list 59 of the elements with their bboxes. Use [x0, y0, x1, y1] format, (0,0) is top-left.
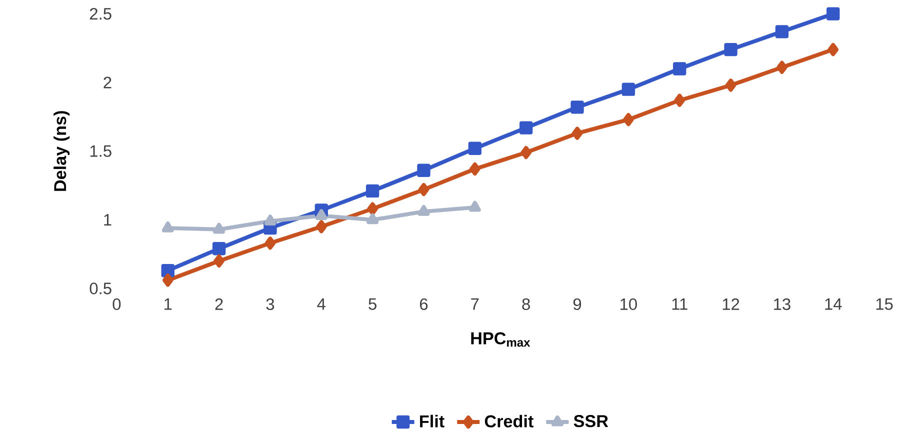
x-tick-label: 9: [573, 298, 582, 310]
point: [468, 142, 482, 156]
x-axis-title: HPC$_{max}$: [471, 332, 530, 347]
point: [162, 274, 174, 288]
x-tick-label: 6: [420, 298, 428, 310]
point: [724, 43, 738, 56]
x-tick-label: 15: [876, 298, 893, 310]
point: [572, 126, 583, 140]
x-tick-label: 0: [112, 298, 121, 310]
point: [622, 113, 634, 126]
point: [315, 209, 328, 220]
point: [366, 213, 379, 224]
y-tick-label: 1: [104, 214, 112, 226]
point: [519, 121, 533, 135]
point: [161, 264, 174, 278]
y-tick-label: 1.5: [90, 146, 112, 158]
point: [366, 184, 380, 198]
point: [162, 222, 174, 233]
x-tick-label: 3: [266, 298, 274, 310]
y-tick-label: 2.5: [90, 8, 112, 20]
point: [264, 214, 276, 226]
x-tick-label: 4: [317, 298, 326, 310]
point: [775, 25, 789, 38]
x-tick-label: 12: [722, 298, 740, 310]
point: [674, 94, 686, 108]
legend-label: Flit: [420, 415, 444, 428]
point: [418, 205, 430, 216]
point: [826, 7, 840, 21]
x-tick-label: 1: [164, 298, 172, 310]
x-tick-label: 8: [522, 298, 530, 310]
x-tick-label: 13: [774, 298, 790, 310]
point: [367, 202, 378, 216]
y-axis-title: Delay (ns): [54, 111, 70, 192]
point: [725, 78, 736, 92]
point: [570, 100, 584, 114]
point: [212, 242, 226, 256]
x-tick-label: 7: [471, 298, 479, 310]
point: [828, 43, 839, 56]
point: [213, 223, 226, 234]
x-tick-label: 2: [215, 298, 223, 310]
y-tick-label: 2: [104, 76, 112, 88]
x-tick-label: 10: [620, 298, 637, 310]
point: [418, 183, 430, 196]
point: [468, 201, 481, 212]
legend-label: Credit: [484, 415, 534, 428]
point: [520, 146, 532, 160]
point: [622, 83, 636, 96]
point: [417, 164, 430, 178]
x-tick-label: 14: [825, 298, 842, 310]
point: [469, 162, 480, 176]
point: [776, 61, 788, 74]
y-tick-label: 0.5: [90, 282, 112, 295]
point: [264, 236, 276, 250]
legend-label: SSR: [574, 415, 608, 428]
point: [673, 62, 686, 76]
point: [214, 254, 224, 268]
x-tick-label: 11: [672, 298, 688, 310]
point: [316, 220, 327, 234]
x-tick-label: 5: [368, 298, 376, 310]
